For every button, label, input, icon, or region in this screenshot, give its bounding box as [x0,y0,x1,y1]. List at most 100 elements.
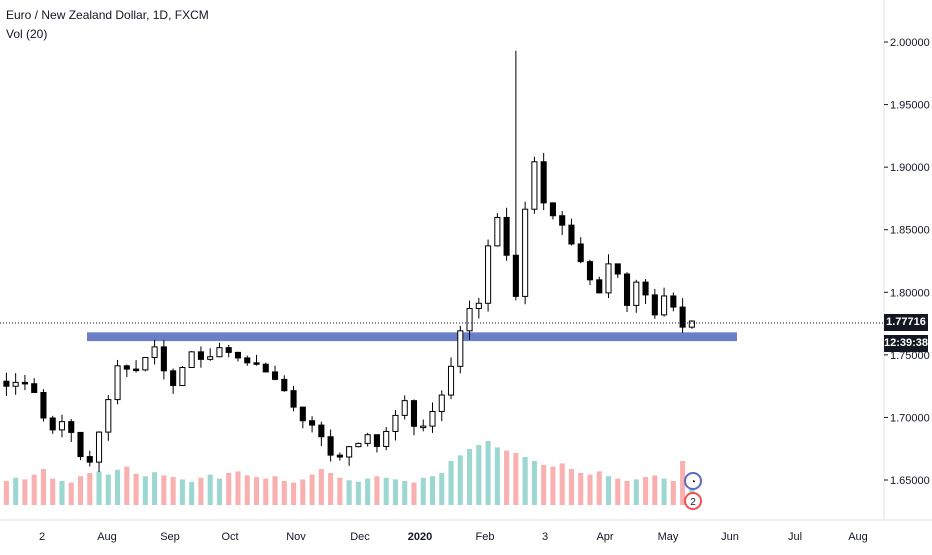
volume-bar [198,477,204,505]
time-tick-label: Oct [221,531,238,543]
volume-bar [670,481,676,505]
volume-bar [309,474,315,505]
volume-bar [96,471,102,505]
volume-bar [531,461,537,505]
candle [651,288,658,319]
volume-bar [105,474,111,505]
candle-body [179,366,186,387]
candle [410,399,418,436]
candle-body [568,224,575,245]
volume-bar [661,478,667,505]
volume-bar [355,481,361,505]
candle [253,354,260,366]
candle-body [596,279,603,294]
candle-body [522,208,529,297]
time-tick-label: Dec [350,531,370,543]
volume-bar [494,447,500,505]
candle [21,374,28,391]
candle-body [271,371,279,380]
candle [614,263,621,278]
volume-bar [291,482,297,505]
event-marker-circle[interactable] [684,492,702,510]
support-zone [87,332,737,342]
candle-body [494,216,501,247]
price-tick-label: 1.85000 [890,225,930,237]
candle-body [364,434,371,444]
candle [197,346,204,368]
volume-bar [68,482,74,505]
candle-body [21,381,28,385]
candle-body [457,330,464,367]
candle [633,279,640,313]
volume-bar [59,481,65,505]
candle-body [234,351,242,359]
candle-body [68,421,75,433]
candle-body [133,368,140,372]
candle [318,421,325,447]
candle [457,325,464,374]
volume-bar [189,481,195,505]
candle [142,357,149,372]
candle-body [170,370,177,387]
time-tick-label: 2 [39,531,45,543]
candle [512,50,519,301]
volume-bar [448,461,454,505]
price-tick-label: 2.00000 [890,37,930,49]
time-tick-label: Apr [596,531,613,543]
candle [568,218,575,246]
volume-bar [179,479,185,505]
volume-bar [522,457,528,505]
candle-body [86,456,93,463]
candle [586,259,594,286]
volume-bar [272,476,278,505]
volume-layer [3,441,695,505]
candle [170,368,177,394]
volume-bar [77,476,84,505]
candle-body [586,261,594,281]
candle [234,351,242,362]
candle-body [327,436,334,456]
candle [105,395,112,441]
price-tick-label: 1.95000 [890,100,930,112]
volume-bar [346,480,352,505]
candle-body [12,381,19,387]
time-tick-label: 3 [542,531,548,543]
volume-bar [467,449,473,505]
time-tick-label: 2020 [408,531,432,543]
candle [271,365,279,381]
candle-body [188,351,195,368]
price-tick-label: 1.75000 [890,350,930,362]
candle [531,156,538,214]
candle [309,416,316,433]
event-markers-layer[interactable]: ◔2 [684,472,702,510]
candle-body [225,347,232,353]
candle [86,450,93,467]
event-marker-1[interactable]: ◔ [684,472,702,490]
time-tick-label: Nov [286,531,306,543]
volume-bar [207,474,213,505]
volume-bar [170,477,176,505]
candle [133,360,140,373]
candle [58,414,66,438]
candle [216,342,223,358]
candle-body [58,421,66,431]
price-tick-label: 1.65000 [890,475,930,487]
candle-body [429,410,436,427]
candle-body [438,394,445,412]
candle [244,355,251,366]
volume-bar [337,477,343,505]
candle [114,359,121,405]
candle [577,237,584,264]
event-marker-circle[interactable] [684,472,702,490]
candle-body [531,161,538,210]
volume-bar [652,475,658,505]
volume-bar [411,482,417,505]
candle [549,202,556,220]
candle-body [503,216,510,256]
candle [447,357,455,400]
time-tick-label: Sep [160,531,180,543]
candle [420,419,427,432]
event-marker-2[interactable]: 2 [684,492,702,510]
